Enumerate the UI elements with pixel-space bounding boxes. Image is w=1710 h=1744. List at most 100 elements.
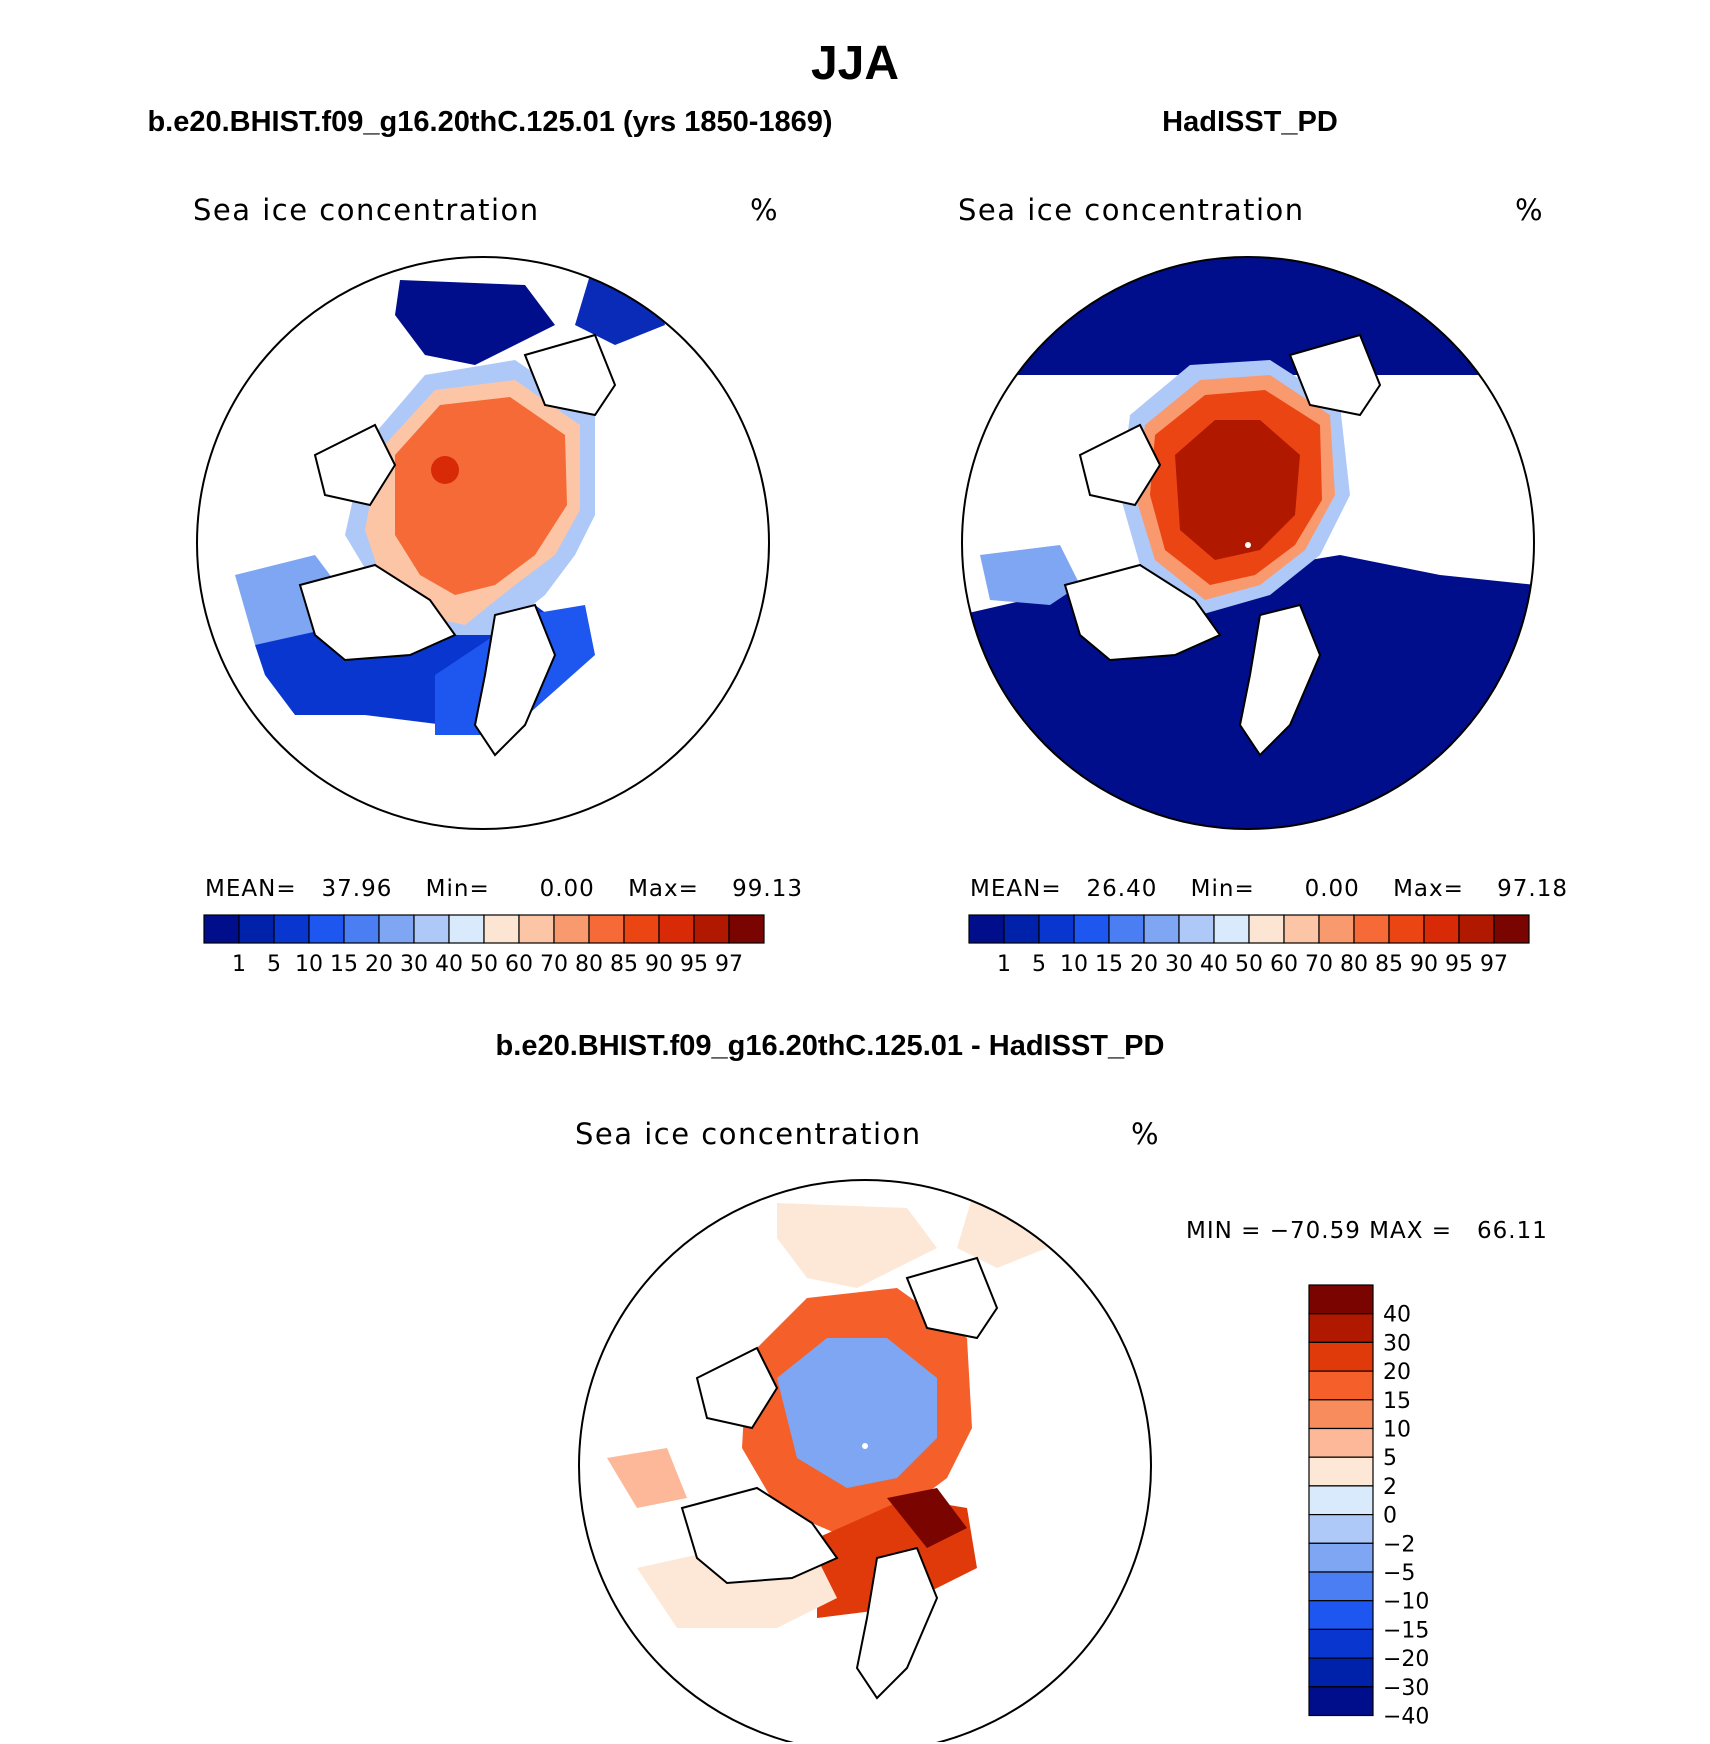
diff-colorbar-label-13: −30 [1383, 1676, 1429, 1701]
diff-interior-negative [777, 1338, 937, 1488]
right-colorbar-swatch-12 [1388, 914, 1425, 944]
diff-colorbar-swatch-5 [1308, 1427, 1374, 1458]
right-colorbar-label-14: 97 [1480, 952, 1508, 977]
right-colorbar: 1 5 10 15 20 30 40 50 60 70 80 85 90 95 97 [968, 914, 1530, 977]
left-colorbar-swatch-9 [518, 914, 555, 944]
canadian-archipelago [313, 423, 397, 507]
left-colorbar-swatch-7 [448, 914, 485, 944]
right-colorbar-label-13: 95 [1445, 952, 1473, 977]
diff-colorbar-swatch-0 [1308, 1284, 1374, 1315]
left-polar-map [196, 256, 770, 830]
right-colorbar-label-5: 30 [1165, 952, 1193, 977]
right-colorbar-swatch-7 [1213, 914, 1250, 944]
diff-colorbar-label-1: 30 [1383, 1331, 1411, 1356]
left-colorbar-label-3: 15 [330, 952, 358, 977]
baffin-blue-r [980, 545, 1080, 605]
left-colorbar-label-14: 97 [715, 952, 743, 977]
left-mean-value: 37.96 [321, 876, 393, 902]
right-min-value: 0.00 [1304, 876, 1360, 902]
left-colorbar-label-12: 90 [645, 952, 673, 977]
right-mean-label: MEAN= [970, 876, 1062, 902]
diff-colorbar-swatch-13 [1308, 1657, 1374, 1688]
right-colorbar-swatch-0 [968, 914, 1005, 944]
diff-scandinavia [855, 1546, 939, 1700]
diff-greenland [680, 1486, 839, 1585]
left-colorbar-label-6: 40 [435, 952, 463, 977]
diff-colorbar-label-2: 20 [1383, 1360, 1411, 1385]
figure-title: JJA [810, 37, 900, 90]
diff-canadian-archipelago [695, 1346, 779, 1430]
diff-baffin-positive [607, 1448, 687, 1508]
diff-colorbar-swatch-4 [1308, 1399, 1374, 1430]
left-colorbar-label-2: 10 [295, 952, 323, 977]
left-colorbar-labels: 1 5 10 15 20 30 40 50 60 70 80 85 90 95 97 [232, 952, 743, 977]
left-colorbar-label-7: 50 [470, 952, 498, 977]
left-colorbar-swatch-3 [308, 914, 345, 944]
diff-variable-label: Sea ice concentration [575, 1117, 922, 1151]
diff-colorbar-swatch-10 [1308, 1571, 1374, 1602]
left-colorbar-swatch-1 [238, 914, 275, 944]
left-colorbar-swatch-13 [658, 914, 695, 944]
diff-colorbar-label-4: 10 [1383, 1418, 1411, 1443]
left-colorbar-label-13: 95 [680, 952, 708, 977]
diff-colorbar-swatch-1 [1308, 1313, 1374, 1344]
diff-colorbar-swatch-8 [1308, 1514, 1374, 1544]
left-min-value: 0.00 [539, 876, 595, 902]
scandinavia [473, 603, 557, 757]
left-colorbar-label-5: 30 [400, 952, 428, 977]
right-mean-value: 26.40 [1086, 876, 1158, 902]
diff-colorbar-swatch-6 [1308, 1456, 1374, 1487]
left-max-label: Max= [628, 876, 699, 902]
right-colorbar-labels: 1 5 10 15 20 30 40 50 60 70 80 85 90 95 97 [997, 952, 1508, 977]
left-colorbar: 1 5 10 15 20 30 40 50 60 70 80 85 90 95 97 [203, 914, 765, 977]
left-colorbar-swatch-11 [588, 914, 625, 944]
right-colorbar-swatch-5 [1143, 914, 1180, 944]
left-colorbar-label-8: 60 [505, 952, 533, 977]
greenland-r [1063, 563, 1222, 662]
right-colorbar-label-1: 5 [1032, 952, 1046, 977]
right-colorbar-swatch-15 [1493, 914, 1530, 944]
right-colorbar-swatch-10 [1318, 914, 1355, 944]
left-colorbar-swatch-6 [413, 914, 450, 944]
diff-siberia-coast [905, 1256, 999, 1340]
left-colorbar-label-0: 1 [232, 952, 246, 977]
right-colorbar-label-8: 60 [1270, 952, 1298, 977]
right-max-label: Max= [1393, 876, 1464, 902]
right-colorbar-swatches [968, 914, 1530, 944]
diff-colorbar-label-5: 5 [1383, 1446, 1397, 1471]
left-colorbar-swatch-4 [343, 914, 380, 944]
right-colorbar-swatch-3 [1073, 914, 1110, 944]
left-colorbar-swatch-5 [378, 914, 415, 944]
okhotsk-low-ice [575, 260, 665, 345]
right-colorbar-swatch-14 [1458, 914, 1495, 944]
right-variable-label: Sea ice concentration [958, 193, 1305, 227]
ice-pack-core [395, 397, 567, 595]
right-colorbar-swatch-13 [1423, 914, 1460, 944]
right-colorbar-label-12: 90 [1410, 952, 1438, 977]
diff-colorbar-label-7: 0 [1383, 1504, 1397, 1529]
left-colorbar-swatch-12 [623, 914, 660, 944]
right-min-label: Min= [1190, 876, 1255, 902]
diff-colorbar-swatch-9 [1308, 1542, 1374, 1573]
right-colorbar-label-9: 70 [1305, 952, 1333, 977]
right-polar-map [961, 256, 1535, 830]
right-colorbar-label-0: 1 [997, 952, 1011, 977]
left-colorbar-swatches [203, 914, 765, 944]
left-colorbar-swatch-2 [273, 914, 310, 944]
diff-colorbar-label-9: −5 [1383, 1561, 1415, 1586]
diff-colorbar-label-6: 2 [1383, 1475, 1397, 1500]
left-colorbar-label-10: 80 [575, 952, 603, 977]
siberia-coast [523, 333, 617, 417]
left-panel-title: b.e20.BHIST.f09_g16.20thC.125.01 (yrs 18… [147, 106, 833, 138]
right-units-label: % [1515, 193, 1543, 227]
right-colorbar-swatch-11 [1353, 914, 1390, 944]
right-colorbar-swatch-4 [1108, 914, 1145, 944]
siberia-coast-r [1288, 333, 1382, 417]
left-stats: MEAN= 37.96 Min= 0.00 Max= 99.13 [205, 876, 803, 902]
pole-hole-r [1245, 542, 1251, 548]
right-colorbar-swatch-8 [1248, 914, 1285, 944]
diff-colorbar-swatch-14 [1308, 1686, 1374, 1717]
bering-low-ice [395, 280, 555, 365]
left-colorbar-swatch-8 [483, 914, 520, 944]
